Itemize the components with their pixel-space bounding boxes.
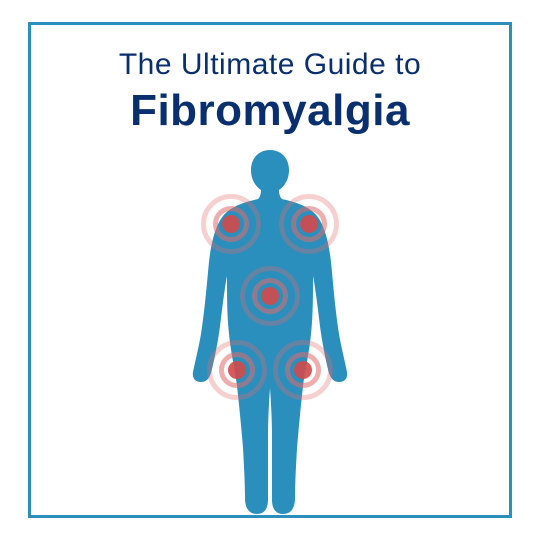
heading-block: The Ultimate Guide to Fibromyalgia [0,0,540,136]
subtitle-text: The Ultimate Guide to [0,48,540,82]
human-silhouette-icon [165,148,375,518]
body-figure [165,148,375,518]
title-text: Fibromyalgia [0,86,540,136]
